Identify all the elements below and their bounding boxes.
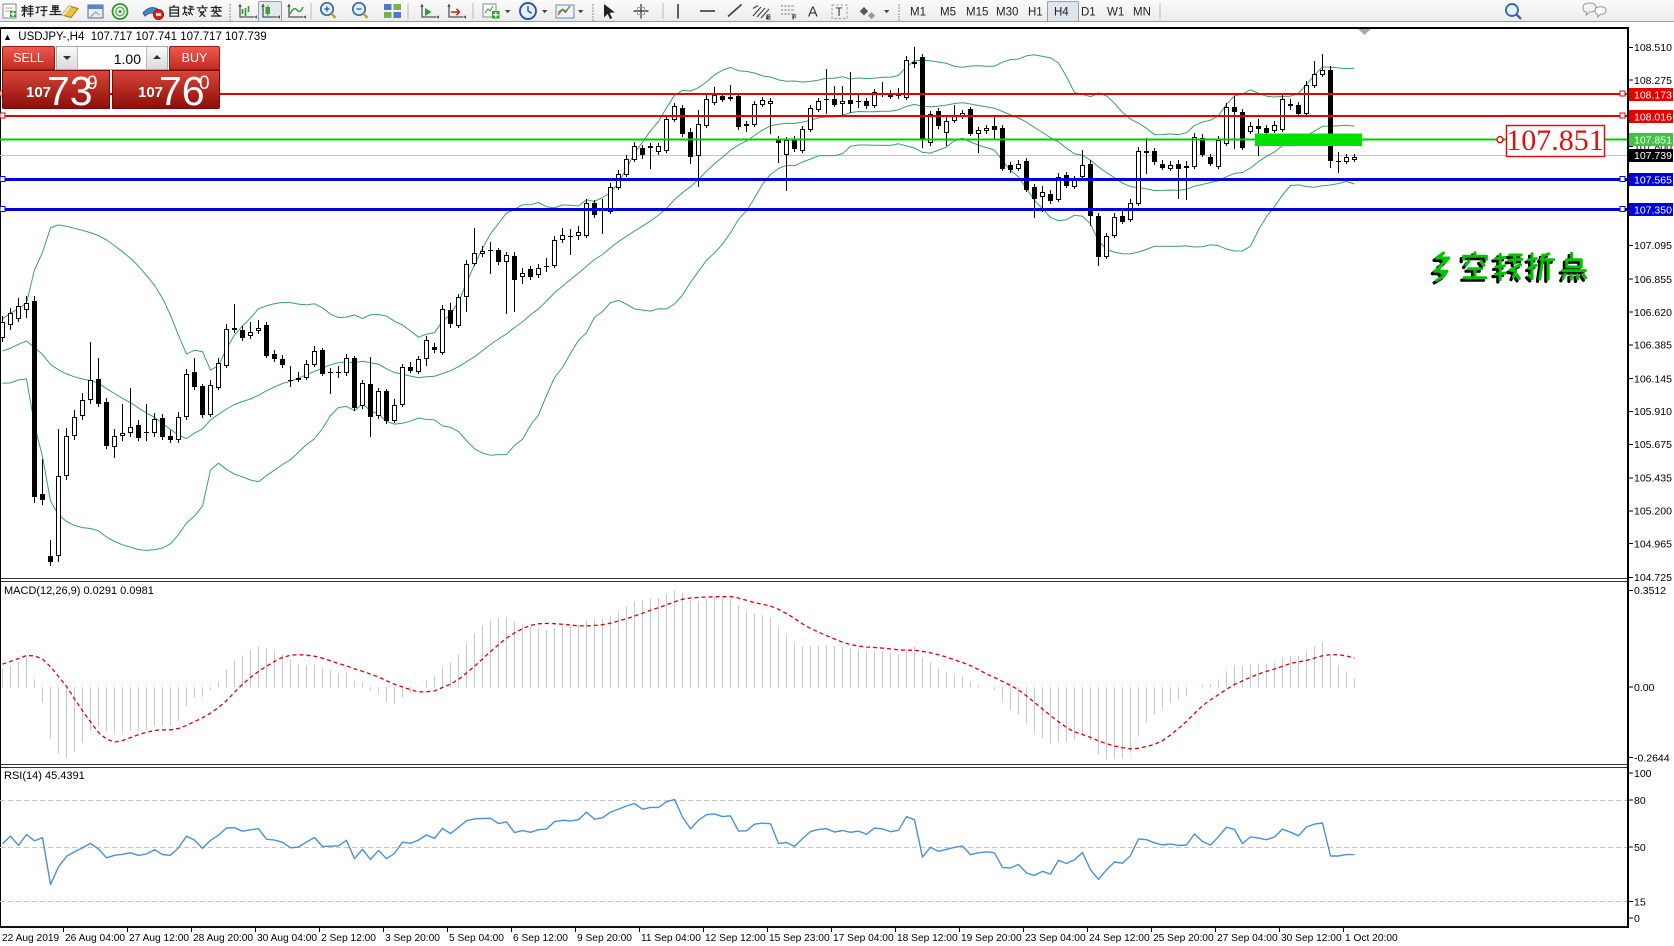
- svg-text:M30: M30: [996, 7, 1018, 19]
- svg-text:W1: W1: [1107, 7, 1124, 19]
- svg-text:18 Sep 12:00: 18 Sep 12:00: [897, 933, 958, 944]
- svg-text:108.275: 108.275: [1634, 75, 1672, 87]
- svg-text:3 Sep 20:00: 3 Sep 20:00: [385, 933, 440, 944]
- svg-text:MACD(12,26,9) 0.0291 0.0981: MACD(12,26,9) 0.0291 0.0981: [4, 585, 154, 597]
- svg-text:M5: M5: [940, 7, 956, 19]
- svg-text:MN: MN: [1133, 7, 1151, 19]
- svg-text:H1: H1: [1028, 7, 1043, 19]
- svg-text:1 Oct 20:00: 1 Oct 20:00: [1345, 933, 1398, 944]
- svg-text:2 Sep 12:00: 2 Sep 12:00: [321, 933, 376, 944]
- svg-text:22 Aug 2019: 22 Aug 2019: [2, 933, 60, 944]
- svg-text:17 Sep 04:00: 17 Sep 04:00: [833, 933, 894, 944]
- svg-text:0.3512: 0.3512: [1634, 585, 1666, 597]
- svg-text:-0.2644: -0.2644: [1634, 752, 1670, 764]
- svg-text:6 Sep 12:00: 6 Sep 12:00: [513, 933, 568, 944]
- svg-text:15: 15: [1634, 896, 1646, 908]
- svg-text:106.145: 106.145: [1634, 373, 1672, 385]
- svg-text:0.00: 0.00: [1634, 682, 1655, 694]
- svg-text:106.620: 106.620: [1634, 307, 1672, 319]
- svg-text:108.510: 108.510: [1634, 42, 1672, 54]
- svg-text:H4: H4: [1054, 7, 1069, 19]
- svg-text:104.965: 104.965: [1634, 539, 1672, 551]
- svg-text:26 Aug 04:00: 26 Aug 04:00: [65, 933, 125, 944]
- svg-text:23 Sep 04:00: 23 Sep 04:00: [1025, 933, 1086, 944]
- svg-text:104.725: 104.725: [1634, 572, 1672, 584]
- svg-text:108.173: 108.173: [1634, 89, 1672, 101]
- svg-text:28 Aug 20:00: 28 Aug 20:00: [193, 933, 253, 944]
- svg-text:105.675: 105.675: [1634, 439, 1672, 451]
- svg-text:12 Sep 12:00: 12 Sep 12:00: [705, 933, 766, 944]
- svg-text:T: T: [836, 7, 843, 19]
- svg-text:30 Sep 12:00: 30 Sep 12:00: [1281, 933, 1342, 944]
- svg-text:D1: D1: [1081, 7, 1096, 19]
- svg-text:107.851: 107.851: [1506, 124, 1604, 157]
- svg-text:15 Sep 23:00: 15 Sep 23:00: [769, 933, 830, 944]
- svg-text:30 Aug 04:00: 30 Aug 04:00: [257, 933, 317, 944]
- svg-text:19 Sep 20:00: 19 Sep 20:00: [961, 933, 1022, 944]
- svg-text:107.095: 107.095: [1634, 240, 1672, 252]
- svg-text:106.385: 106.385: [1634, 340, 1672, 352]
- svg-text:107.739: 107.739: [1634, 150, 1672, 162]
- svg-text:105.200: 105.200: [1634, 506, 1672, 518]
- svg-text:108.016: 108.016: [1634, 111, 1672, 123]
- svg-text:107.350: 107.350: [1634, 205, 1672, 217]
- svg-text:27 Sep 04:00: 27 Sep 04:00: [1217, 933, 1278, 944]
- svg-text:80: 80: [1634, 795, 1646, 807]
- svg-text:50: 50: [1634, 842, 1646, 854]
- svg-text:M1: M1: [910, 7, 926, 19]
- svg-text:0: 0: [1634, 913, 1640, 925]
- svg-text:A: A: [808, 5, 818, 21]
- svg-text:5 Sep 04:00: 5 Sep 04:00: [449, 933, 504, 944]
- svg-text:107.851: 107.851: [1634, 134, 1672, 146]
- svg-text:M15: M15: [966, 7, 988, 19]
- svg-text:100: 100: [1634, 768, 1652, 780]
- svg-text:107.565: 107.565: [1634, 174, 1672, 186]
- svg-text:F: F: [792, 13, 797, 22]
- svg-text:E: E: [766, 13, 771, 22]
- svg-text:105.435: 105.435: [1634, 473, 1672, 485]
- svg-text:RSI(14) 45.4391: RSI(14) 45.4391: [4, 770, 85, 782]
- svg-text:9 Sep 20:00: 9 Sep 20:00: [577, 933, 632, 944]
- svg-text:24 Sep 12:00: 24 Sep 12:00: [1089, 933, 1150, 944]
- svg-text:106.855: 106.855: [1634, 274, 1672, 286]
- svg-text:105.910: 105.910: [1634, 406, 1672, 418]
- svg-text:25 Sep 20:00: 25 Sep 20:00: [1153, 933, 1214, 944]
- svg-text:27 Aug 12:00: 27 Aug 12:00: [129, 933, 189, 944]
- svg-text:11 Sep 04:00: 11 Sep 04:00: [641, 933, 701, 944]
